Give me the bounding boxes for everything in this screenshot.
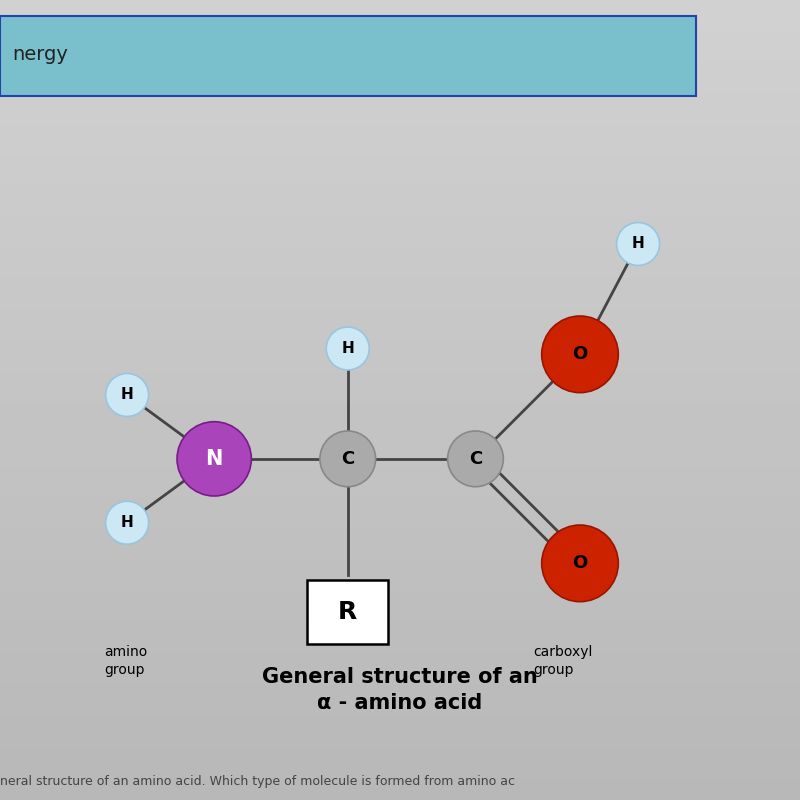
Text: nergy: nergy: [12, 45, 68, 64]
Text: O: O: [572, 554, 588, 572]
Text: O: O: [572, 346, 588, 363]
Text: H: H: [342, 341, 354, 356]
Text: C: C: [341, 450, 354, 468]
Bar: [307, 580, 388, 644]
Text: H: H: [632, 237, 645, 251]
Circle shape: [106, 374, 149, 417]
FancyBboxPatch shape: [0, 16, 696, 96]
Circle shape: [320, 431, 376, 486]
Text: R: R: [338, 600, 358, 624]
Text: C: C: [469, 450, 482, 468]
Text: General structure of an: General structure of an: [262, 667, 538, 687]
Circle shape: [326, 327, 370, 370]
Circle shape: [448, 431, 503, 486]
Text: H: H: [121, 515, 134, 530]
Text: H: H: [121, 387, 134, 402]
Circle shape: [177, 422, 251, 496]
Text: N: N: [206, 449, 223, 469]
Text: amino
group: amino group: [104, 645, 147, 677]
Text: α - amino acid: α - amino acid: [318, 693, 482, 713]
Circle shape: [106, 502, 149, 544]
Text: neral structure of an amino acid. Which type of molecule is formed from amino ac: neral structure of an amino acid. Which …: [0, 775, 515, 788]
Circle shape: [542, 316, 618, 393]
Circle shape: [542, 525, 618, 602]
Text: carboxyl
group: carboxyl group: [534, 645, 593, 677]
Circle shape: [617, 222, 659, 266]
